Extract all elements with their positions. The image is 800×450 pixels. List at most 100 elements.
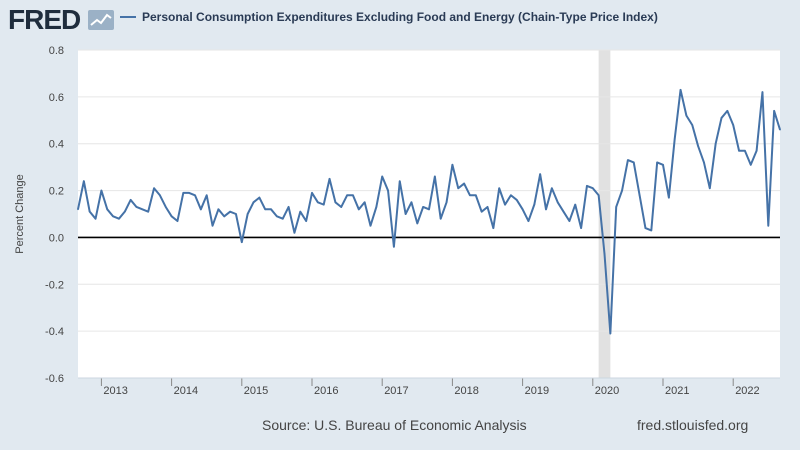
data-point bbox=[317, 201, 319, 204]
data-point bbox=[720, 117, 723, 119]
data-point bbox=[241, 241, 243, 243]
data-point bbox=[147, 210, 149, 213]
data-point bbox=[363, 201, 366, 204]
x-tick-label: 2020 bbox=[595, 385, 619, 397]
data-point bbox=[761, 91, 764, 93]
data-point bbox=[551, 187, 553, 190]
data-point bbox=[106, 208, 109, 211]
data-point bbox=[375, 206, 378, 208]
y-tick-label: 0.6 bbox=[49, 92, 64, 104]
data-point bbox=[744, 149, 746, 152]
data-points bbox=[77, 89, 781, 335]
data-point bbox=[170, 215, 173, 218]
data-point bbox=[668, 196, 670, 199]
data-point bbox=[586, 185, 588, 187]
data-point bbox=[153, 187, 155, 190]
logo-chart-icon bbox=[88, 10, 114, 30]
data-point bbox=[287, 206, 290, 208]
data-point bbox=[434, 175, 436, 178]
data-point bbox=[305, 220, 307, 222]
data-point bbox=[217, 208, 220, 211]
data-point bbox=[709, 187, 711, 190]
x-tick-label: 2014 bbox=[174, 385, 198, 397]
data-point bbox=[644, 227, 647, 229]
data-point bbox=[492, 227, 495, 229]
data-point bbox=[732, 124, 734, 126]
x-tick-label: 2016 bbox=[314, 385, 338, 397]
data-point bbox=[439, 217, 442, 220]
recession-shading bbox=[598, 50, 611, 378]
x-axis-ticks: 2013 2014 2015 2016 2017 2018 2019 2020 2021 2022 bbox=[78, 377, 780, 397]
legend-swatch bbox=[120, 16, 136, 18]
data-point bbox=[381, 175, 384, 178]
fred-logo[interactable]: FRED bbox=[8, 4, 81, 35]
data-point bbox=[164, 206, 167, 208]
data-point bbox=[556, 201, 559, 204]
data-point bbox=[328, 178, 331, 180]
y-tick-label: 0.2 bbox=[49, 186, 64, 198]
data-point bbox=[322, 203, 325, 206]
data-point bbox=[398, 180, 401, 182]
data-point bbox=[504, 203, 506, 206]
data-point bbox=[539, 173, 541, 175]
data-point bbox=[404, 213, 407, 215]
data-point bbox=[205, 194, 208, 197]
x-tick-label: 2018 bbox=[454, 385, 478, 397]
data-point bbox=[621, 189, 623, 192]
x-tick-label: 2013 bbox=[103, 385, 127, 397]
data-point bbox=[714, 142, 717, 145]
data-point bbox=[615, 206, 617, 208]
data-point bbox=[264, 208, 267, 211]
source-url[interactable]: fred.stlouisfed.org bbox=[637, 417, 749, 433]
data-point bbox=[726, 110, 729, 112]
x-tick-label: 2015 bbox=[244, 385, 268, 397]
data-point bbox=[311, 192, 313, 194]
data-point bbox=[451, 164, 454, 166]
data-point bbox=[270, 208, 272, 211]
data-point bbox=[276, 215, 278, 218]
legend: Personal Consumption Expenditures Exclud… bbox=[120, 10, 658, 24]
data-point bbox=[574, 203, 577, 206]
legend-label: Personal Consumption Expenditures Exclud… bbox=[142, 10, 658, 24]
data-point bbox=[779, 128, 781, 131]
data-point bbox=[656, 161, 658, 164]
data-point bbox=[545, 208, 547, 211]
data-point bbox=[463, 182, 465, 185]
data-point bbox=[229, 210, 231, 213]
y-tick-label: 0.4 bbox=[49, 139, 64, 151]
data-point bbox=[176, 220, 179, 222]
data-point bbox=[691, 124, 694, 126]
data-point bbox=[135, 206, 138, 208]
data-point bbox=[159, 194, 161, 197]
source-text: Source: U.S. Bureau of Economic Analysis bbox=[262, 417, 527, 433]
data-point bbox=[592, 187, 594, 190]
data-point bbox=[129, 199, 132, 201]
data-point bbox=[223, 215, 226, 218]
y-tick-label: -0.2 bbox=[45, 279, 64, 291]
data-point bbox=[88, 210, 91, 213]
data-point bbox=[387, 189, 389, 192]
data-point bbox=[334, 201, 337, 204]
data-point bbox=[568, 220, 571, 222]
data-point bbox=[369, 224, 372, 227]
y-tick-label: 0.8 bbox=[49, 45, 64, 57]
data-point bbox=[603, 253, 606, 255]
data-point bbox=[124, 210, 126, 213]
data-point bbox=[416, 222, 419, 225]
data-point bbox=[422, 206, 424, 208]
data-point bbox=[352, 194, 354, 197]
data-point bbox=[627, 159, 629, 161]
data-point bbox=[200, 208, 202, 211]
data-point bbox=[358, 208, 360, 211]
data-point bbox=[673, 138, 676, 140]
data-point bbox=[141, 208, 144, 211]
data-point bbox=[258, 196, 261, 199]
data-point bbox=[118, 217, 120, 220]
x-tick-label: 2022 bbox=[735, 385, 759, 397]
x-tick-label: 2019 bbox=[525, 385, 549, 397]
data-point bbox=[299, 210, 302, 213]
data-point bbox=[521, 208, 524, 211]
data-point bbox=[498, 187, 501, 190]
plot-area bbox=[78, 50, 780, 378]
